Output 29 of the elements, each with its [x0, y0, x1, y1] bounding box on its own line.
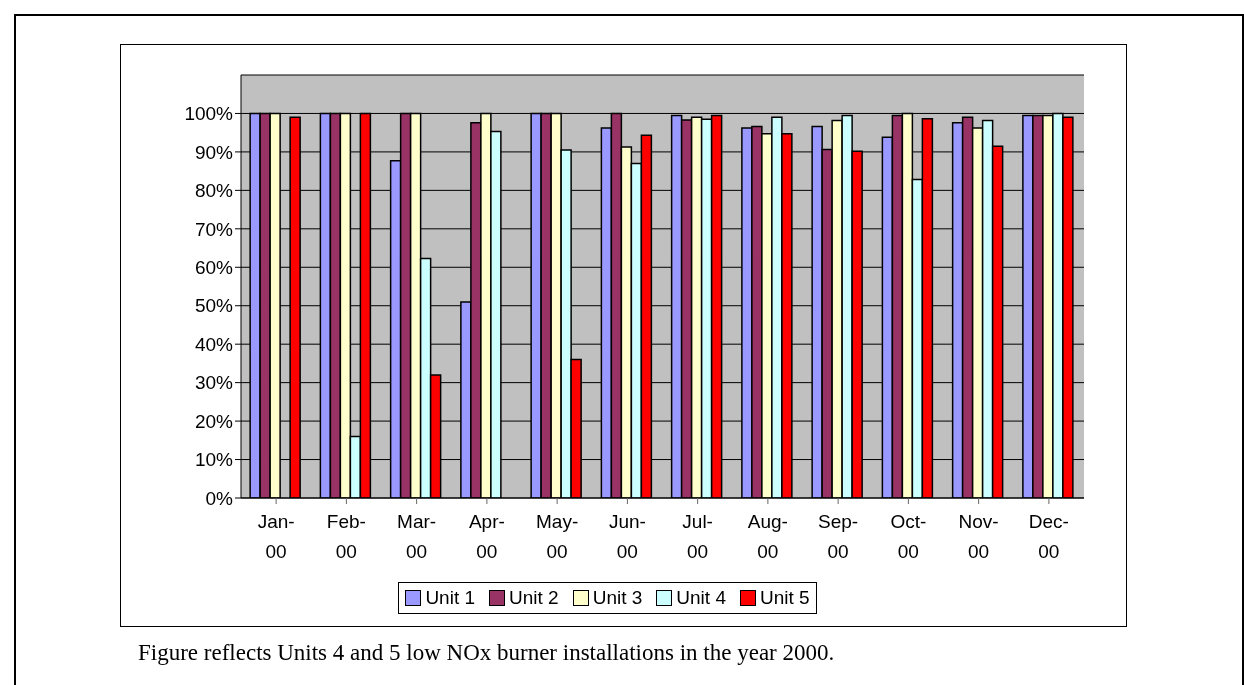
- y-tick-label: 60%: [194, 257, 234, 279]
- x-tick-label: Oct-00: [890, 511, 927, 562]
- y-tick-label: 20%: [194, 410, 234, 432]
- y-tick-label: 90%: [194, 141, 234, 163]
- y-tick-label: 10%: [194, 449, 234, 471]
- x-tick-label: Feb-00: [326, 511, 366, 562]
- y-tick-label: 50%: [194, 295, 234, 317]
- x-tick-label: May-00: [536, 511, 579, 562]
- x-tick-label: Aug-00: [747, 511, 788, 562]
- x-tick-label: Nov-00: [958, 511, 999, 562]
- legend-label: Unit 1: [425, 587, 476, 609]
- x-tick-label: Jun-00: [608, 511, 646, 562]
- y-tick-label: 0%: [205, 487, 234, 509]
- y-tick-label: 80%: [194, 180, 234, 202]
- legend-label: Unit 4: [676, 587, 726, 609]
- x-tick-label: Apr-00: [468, 511, 505, 562]
- x-tick-label: Dec-00: [1028, 511, 1069, 562]
- y-tick-label: 40%: [194, 333, 234, 355]
- x-tick-label: Jul-00: [682, 511, 713, 562]
- x-tick-label: Sep-00: [818, 511, 859, 562]
- y-tick-label: 30%: [194, 372, 234, 394]
- legend-label: Unit 3: [592, 587, 643, 609]
- y-tick-label: 70%: [194, 218, 234, 240]
- x-tick-label: Mar-00: [397, 511, 437, 562]
- legend-label: Unit 5: [759, 587, 810, 609]
- x-tick-label: Jan-00: [257, 511, 295, 562]
- legend-label: Unit 2: [509, 587, 559, 609]
- text: Figure reflects Units 4 and 5 low NOx burner installations in the year 2000.: [138, 640, 835, 666]
- y-tick-label: 100%: [184, 103, 234, 125]
